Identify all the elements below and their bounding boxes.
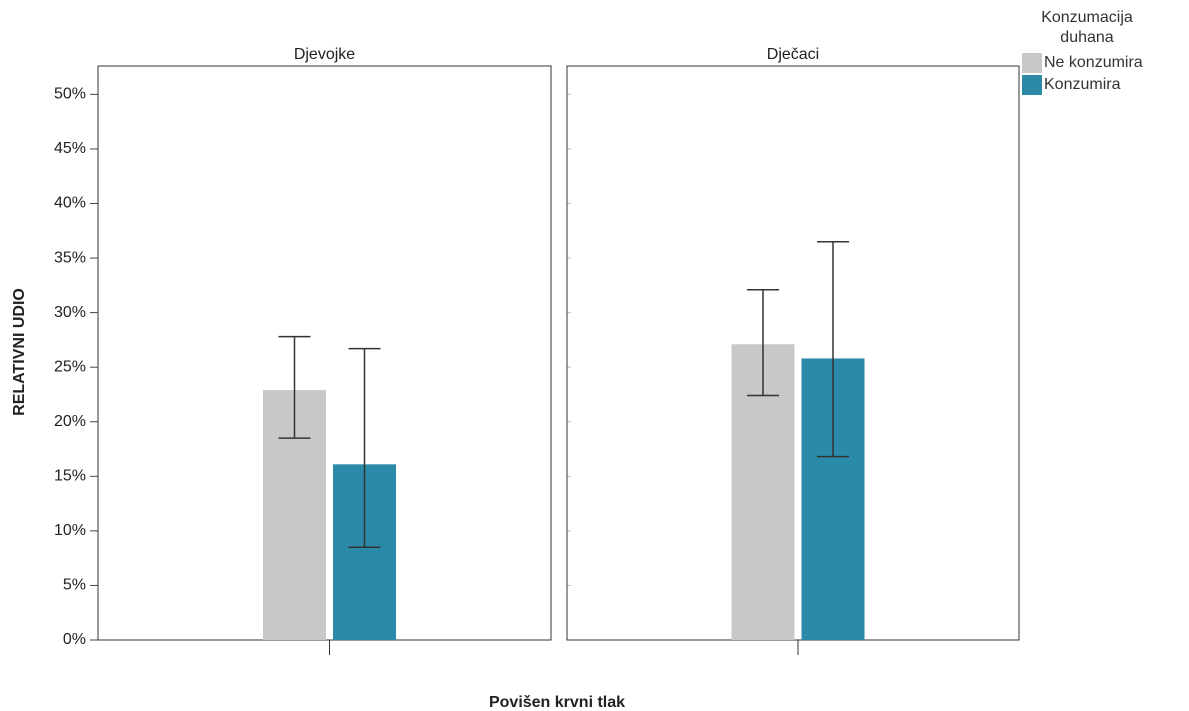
- legend-item: Ne konzumira: [1022, 52, 1189, 74]
- y-tick-label: 45%: [54, 140, 86, 157]
- legend-item: Konzumira: [1022, 74, 1189, 96]
- y-axis-title: RELATIVNI UDIO: [11, 288, 28, 416]
- y-tick-label: 20%: [54, 413, 86, 430]
- legend-swatch: [1022, 53, 1042, 73]
- y-tick-label: 10%: [54, 522, 86, 539]
- y-tick-label: 0%: [63, 631, 86, 648]
- legend-swatch: [1022, 75, 1042, 95]
- y-tick-label: 35%: [54, 249, 86, 266]
- legend-label: Konzumira: [1044, 76, 1121, 93]
- legend-label: Ne konzumira: [1044, 54, 1143, 71]
- facet-title: Dječaci: [767, 46, 819, 63]
- legend: Konzumacija duhana Ne konzumira Konzumira: [1022, 8, 1189, 96]
- y-tick-label: 15%: [54, 468, 86, 485]
- y-tick-label: 25%: [54, 358, 86, 375]
- x-axis-title: Povišen krvni tlak: [489, 694, 625, 711]
- legend-title: Konzumacija duhana: [1041, 9, 1133, 46]
- y-tick-label: 40%: [54, 195, 86, 212]
- y-tick-label: 5%: [63, 577, 86, 594]
- facet-title: Djevojke: [294, 46, 355, 63]
- y-tick-label: 30%: [54, 304, 86, 321]
- y-tick-label: 50%: [54, 86, 86, 103]
